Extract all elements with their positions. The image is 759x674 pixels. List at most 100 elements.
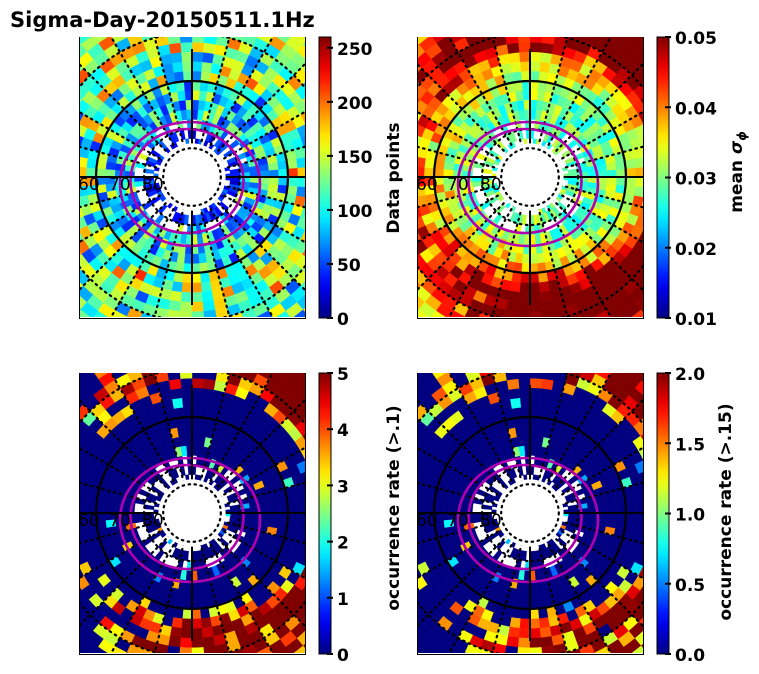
heatmap-bin — [69, 356, 88, 374]
heatmap-bin — [439, 12, 457, 28]
heatmap-bin — [191, 71, 202, 82]
heatmap-bin — [53, 212, 66, 226]
heatmap-bin — [0, 444, 12, 463]
heatmap-bin — [9, 412, 25, 432]
heatmap-bin — [529, 80, 539, 92]
heatmap-bin — [48, 562, 62, 578]
heatmap-bin — [471, 330, 488, 344]
heatmap-bin — [9, 56, 27, 76]
heatmap-bin — [35, 54, 53, 73]
heatmap-bin — [142, 353, 160, 366]
heatmap-bin — [38, 0, 60, 1]
heatmap-bin — [418, 146, 419, 151]
heatmap-bin — [181, 397, 193, 409]
heatmap-bin — [278, 355, 296, 371]
heatmap-bin — [30, 364, 49, 384]
heatmap-bin — [10, 481, 22, 498]
heatmap-bin — [670, 54, 688, 73]
heatmap-bin — [80, 644, 82, 647]
heatmap-bin — [16, 655, 36, 674]
heatmap-bin — [31, 204, 43, 220]
heatmap-bin — [191, 61, 203, 73]
heatmap-bin — [22, 468, 35, 484]
heatmap-bin — [0, 17, 8, 40]
heatmap-bin — [261, 654, 278, 669]
heatmap-bin — [136, 321, 152, 334]
heatmap-bin — [390, 232, 405, 253]
heatmap-bin — [27, 86, 43, 104]
heatmap-bin — [388, 339, 409, 358]
heatmap-bin — [60, 199, 72, 212]
dotted-mlt-line — [491, 37, 527, 160]
heatmap-bin — [521, 80, 531, 92]
heatmap-bin — [12, 96, 27, 115]
heatmap-bin — [363, 447, 377, 465]
heatmap-bin — [0, 292, 3, 314]
heatmap-bin — [375, 67, 392, 88]
dotted-mlt-line — [447, 192, 522, 317]
heatmap-bin — [348, 177, 358, 193]
heatmap-bin — [203, 37, 217, 45]
heatmap-bin — [0, 656, 1, 674]
heatmap-bin — [464, 37, 468, 39]
heatmap-bin — [606, 169, 617, 178]
heatmap-bin — [696, 76, 712, 96]
heatmap-bin — [191, 646, 205, 653]
heatmap-bin — [434, 335, 453, 351]
heatmap-bin — [50, 607, 67, 624]
heatmap-bin — [29, 190, 40, 205]
heatmap-bin — [51, 590, 67, 607]
heatmap-bin — [123, 318, 142, 332]
heatmap-bin — [16, 0, 38, 7]
heatmap-bin — [224, 353, 242, 366]
heatmap-bin — [222, 333, 239, 346]
heatmap-bin — [29, 149, 40, 164]
heatmap-bin — [636, 350, 657, 368]
heatmap-bin — [681, 149, 692, 164]
heatmap-bin — [126, 0, 144, 6]
panel-mean-sigma: 60 70 80 0.01 0.02 0.03 0.04 0.05 mean σϕ — [317, 0, 749, 368]
heatmap-bin — [363, 118, 377, 135]
heatmap-bin — [27, 287, 45, 306]
heatmap-bin — [366, 243, 381, 263]
heatmap-bin — [191, 407, 202, 418]
heatmap-bin — [176, 0, 192, 5]
heatmap-bin — [457, 15, 474, 29]
heatmap-bin — [16, 322, 38, 343]
heatmap-bin — [383, 270, 401, 292]
heatmap-bin — [363, 224, 377, 242]
heatmap-bin — [727, 34, 747, 57]
heatmap-bin — [334, 669, 355, 674]
heatmap-bin — [730, 274, 748, 297]
heatmap-bin — [48, 418, 74, 438]
heatmap-bin — [606, 176, 617, 185]
heatmap-bin — [544, 5, 560, 16]
heatmap-bin — [651, 0, 672, 15]
heatmap-bin — [625, 167, 636, 178]
heatmap-bin — [53, 574, 68, 590]
heatmap-bin — [44, 431, 59, 448]
heatmap-bin — [60, 142, 72, 155]
heatmap-bin — [44, 460, 57, 475]
heatmap-bin — [71, 330, 91, 348]
heatmap-bin — [317, 0, 340, 4]
heatmap-bin — [518, 51, 531, 63]
heatmap-bin — [10, 513, 20, 529]
heatmap-bin — [0, 350, 2, 374]
heatmap-bin — [126, 328, 144, 342]
heatmap-bin — [678, 204, 690, 220]
heatmap-bin — [202, 299, 216, 312]
heatmap-bin — [1, 193, 13, 210]
heatmap-bin — [361, 365, 381, 386]
heatmap-bin — [29, 499, 39, 513]
heatmap-bin — [43, 60, 60, 78]
heatmap-bin — [101, 663, 119, 674]
heatmap-bin — [60, 358, 82, 377]
heatmap-bin — [367, 1, 388, 21]
heatmap-bin — [0, 0, 9, 10]
heatmap-bin — [200, 398, 213, 410]
heatmap-bin — [21, 236, 36, 254]
heatmap-bin — [31, 471, 43, 487]
heatmap-bin — [500, 5, 516, 16]
heatmap-bin — [60, 535, 72, 548]
